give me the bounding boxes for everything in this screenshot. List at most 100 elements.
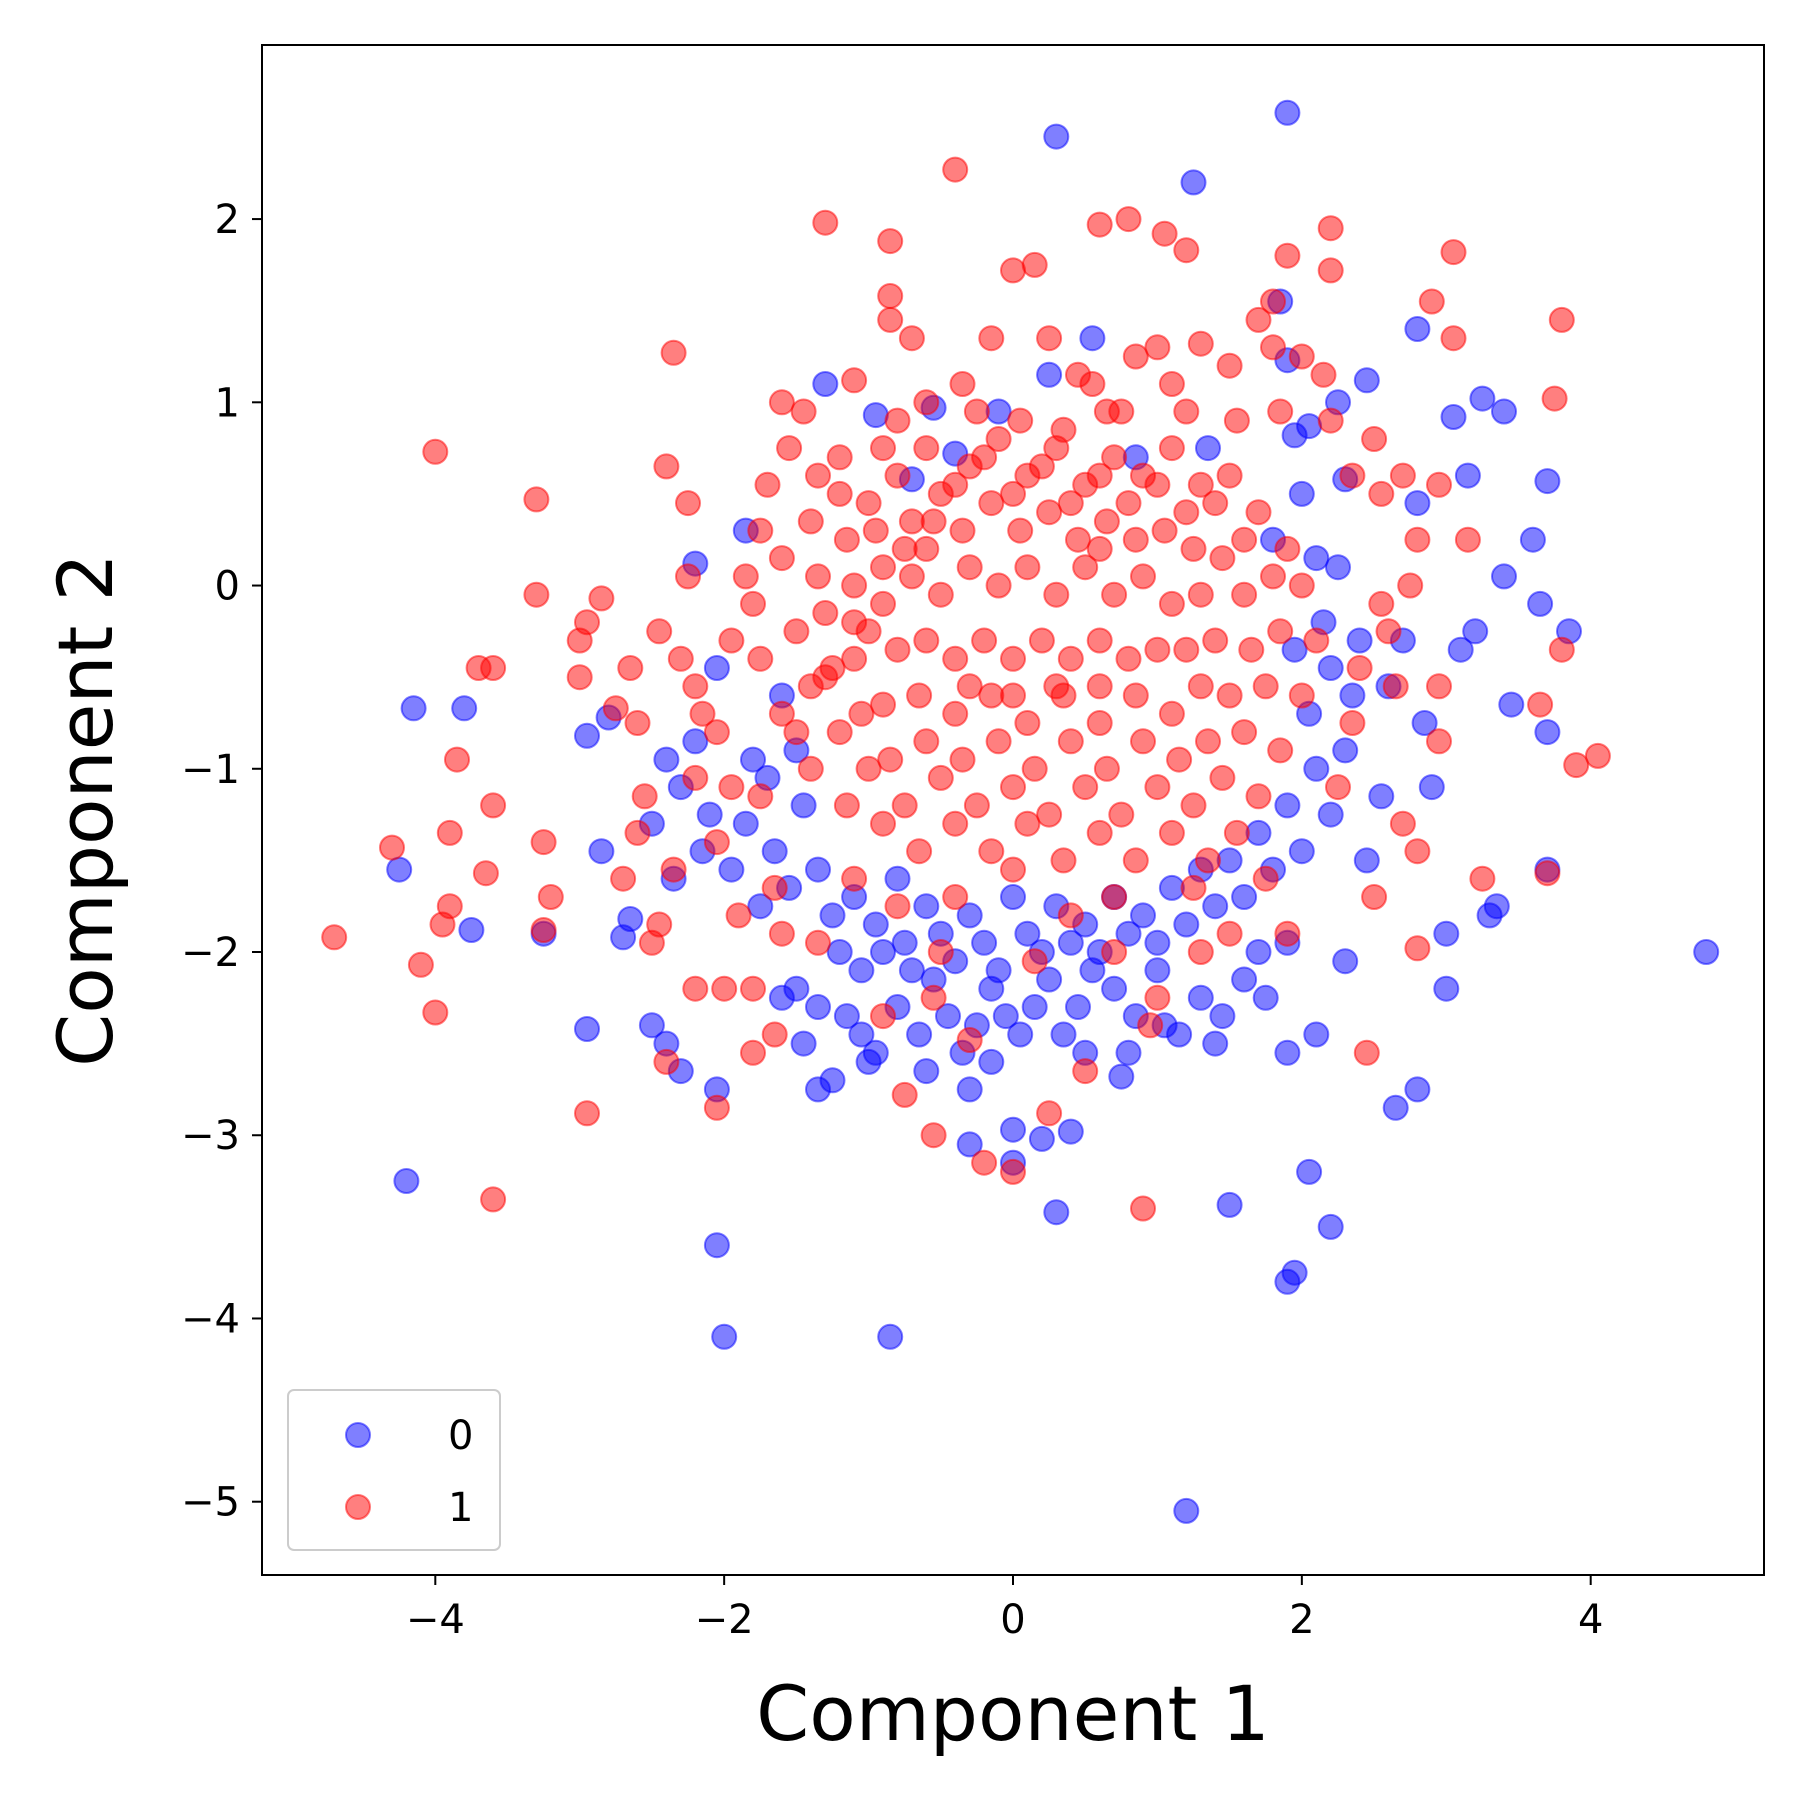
series-1-point: [740, 1039, 766, 1066]
series-1-point: [978, 325, 1005, 352]
series-0-point: [956, 1076, 983, 1103]
series-1-point: [1021, 251, 1048, 278]
series-0-point: [703, 655, 730, 681]
series-1-point: [1325, 774, 1351, 801]
series-1-point: [660, 339, 687, 366]
series-0-point: [1014, 920, 1041, 947]
series-1-point: [826, 444, 853, 471]
x-tick-label: −2: [695, 1597, 754, 1643]
series-1-point: [1346, 655, 1373, 681]
series-1-point: [1130, 1195, 1156, 1222]
series-1-point: [624, 819, 651, 846]
series-1-point: [530, 917, 557, 943]
series-0-point: [1527, 590, 1554, 617]
series-1-point: [472, 860, 499, 887]
series-1-point: [1000, 856, 1026, 883]
series-1-point: [761, 1021, 788, 1048]
series-1-point: [1195, 847, 1221, 874]
series-1-point: [776, 435, 803, 462]
series-0-point: [1281, 422, 1308, 449]
series-1-point: [1187, 673, 1214, 700]
series-0-point: [1101, 975, 1128, 1002]
series-1-point: [1368, 590, 1395, 617]
series-1-point: [1115, 490, 1142, 517]
series-0-point: [1057, 1118, 1084, 1145]
series-1-point: [1173, 499, 1200, 526]
series-0-point: [862, 911, 889, 938]
series-0-point: [1469, 385, 1496, 412]
series-1-point: [1137, 1012, 1164, 1039]
series-1-point: [805, 929, 831, 956]
series-1-point: [898, 508, 925, 535]
series-0-point: [971, 929, 998, 956]
series-0-point: [783, 975, 810, 1002]
series-1-point: [1187, 581, 1214, 608]
series-1-point: [1288, 343, 1315, 370]
series-1-point: [1050, 847, 1077, 874]
series-1-point: [1028, 453, 1055, 480]
series-1-point: [920, 1122, 947, 1149]
series-1-point: [942, 700, 969, 727]
series-1-point: [913, 627, 940, 654]
series-1-point: [725, 902, 752, 929]
series-1-point: [985, 728, 1012, 755]
series-1-point: [1216, 682, 1243, 709]
x-tick-label: 0: [1000, 1597, 1025, 1643]
series-1-point: [841, 572, 868, 599]
series-1-point: [1036, 325, 1063, 352]
series-1-point: [1245, 783, 1272, 810]
series-1-point: [877, 228, 904, 255]
series-1-point: [797, 508, 824, 535]
series-1-point: [971, 444, 998, 471]
series-1-point: [1187, 330, 1214, 357]
series-1-point: [1108, 801, 1135, 828]
series-1-point: [1043, 581, 1070, 608]
series-1-point: [740, 975, 766, 1002]
series-1-point: [870, 1003, 896, 1030]
series-0-point: [848, 1021, 875, 1048]
series-1-point: [1086, 673, 1113, 700]
series-1-point: [660, 856, 687, 883]
series-1-point: [1115, 206, 1142, 233]
series-1-point: [1014, 710, 1041, 736]
series-0-point: [1433, 975, 1460, 1002]
series-1-point: [1274, 242, 1301, 269]
series-1-point: [855, 755, 882, 782]
series-1-point: [1195, 728, 1221, 755]
series-0-point: [1418, 774, 1445, 801]
series-0-point: [732, 810, 759, 837]
series-1-point: [1101, 884, 1128, 910]
series-1-point: [1057, 645, 1084, 672]
series-1-point: [1130, 563, 1156, 590]
series-1-point: [523, 581, 550, 608]
series-1-point: [891, 1081, 918, 1108]
series-1-point: [1000, 645, 1026, 672]
series-1-point: [711, 975, 738, 1002]
series-1-point: [1368, 480, 1395, 507]
series-1-point: [1007, 407, 1034, 434]
series-1-point: [768, 545, 795, 572]
series-0-point: [1050, 1021, 1077, 1048]
series-0-point: [1281, 636, 1308, 663]
series-1-point: [826, 719, 853, 746]
series-0-point: [740, 746, 766, 773]
series-1-point: [805, 563, 831, 590]
series-1-point: [1144, 334, 1171, 361]
series-1-point: [898, 563, 925, 590]
legend: 0 1: [287, 1389, 501, 1551]
series-0-point: [898, 957, 925, 984]
points-layer: [321, 99, 1720, 1524]
series-1-point: [1072, 774, 1099, 801]
series-1-point: [667, 645, 694, 672]
series-1-point: [682, 975, 709, 1002]
x-tick-label: −4: [406, 1597, 465, 1643]
series-1-point: [1036, 1100, 1063, 1127]
series-0-point: [1339, 682, 1366, 709]
series-1-point: [1122, 526, 1149, 553]
series-1-point: [1173, 636, 1200, 663]
series-0-point: [1065, 994, 1091, 1020]
series-0-point: [1209, 1003, 1236, 1030]
series-0-point: [1000, 884, 1026, 910]
series-0-point: [985, 957, 1012, 984]
series-1-point: [1389, 462, 1416, 489]
